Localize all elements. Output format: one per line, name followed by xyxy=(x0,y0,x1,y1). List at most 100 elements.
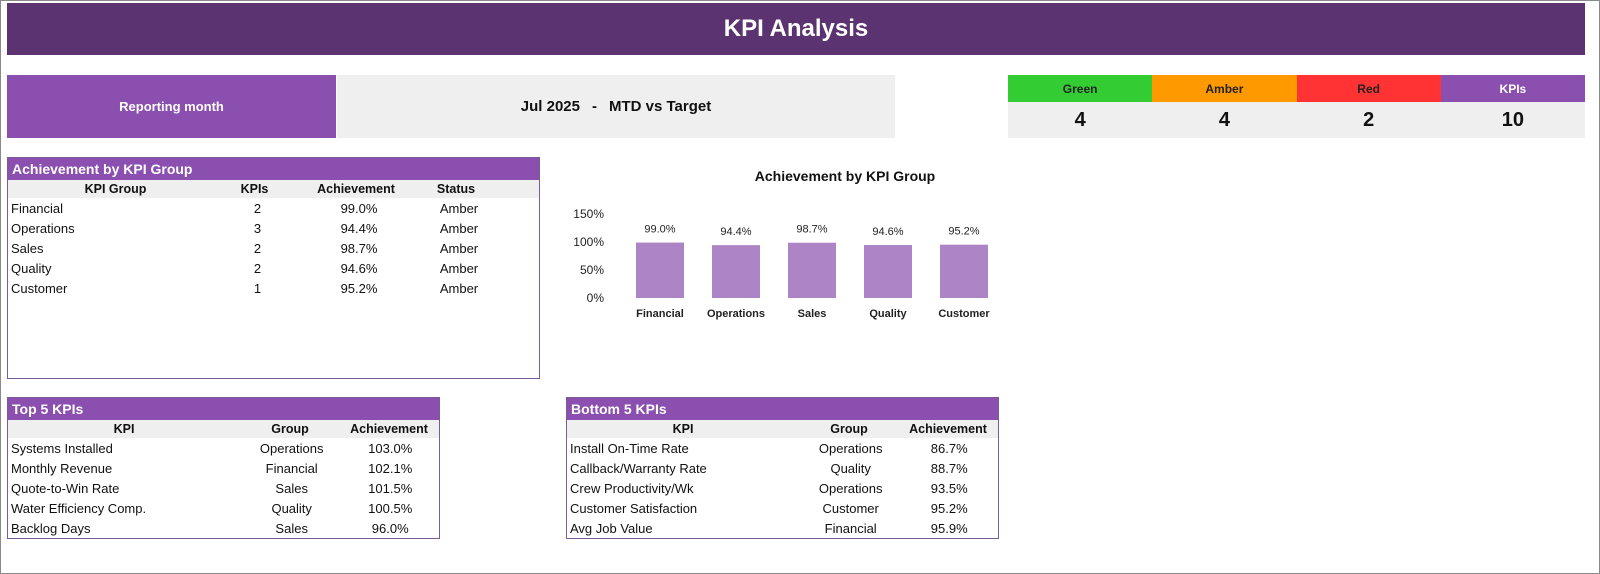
bar-value-label: 95.2% xyxy=(948,226,979,238)
y-tick-label: 150% xyxy=(573,207,604,221)
group-table-row-cell: Operations xyxy=(11,220,75,236)
group-table-row-cell: 2 xyxy=(253,260,262,276)
group-table-row[interactable]: Financial 2 99.0% Amber xyxy=(8,198,539,218)
group-table-row-cell: Quality xyxy=(11,260,52,276)
group-table-row-cell: 2 xyxy=(253,240,262,256)
bottom5-row-cell: Callback/Warranty Rate xyxy=(570,460,707,476)
status-amber-count: 4 xyxy=(1218,108,1230,131)
bottom5-body: Install On-Time Rate Operations 86.7% Callb… xyxy=(567,438,998,538)
top5-row-cell: Sales xyxy=(275,480,308,496)
top5-row-cell: 101.5% xyxy=(368,480,413,496)
top5-title: Top 5 KPIs xyxy=(8,398,439,420)
top5-row-cell: Sales xyxy=(275,520,308,536)
bar-sales[interactable] xyxy=(788,242,836,298)
status-kpis-count: 10 xyxy=(1501,108,1524,131)
group-table-row-cell: 1 xyxy=(253,280,262,296)
bar-operations[interactable] xyxy=(712,245,760,298)
bottom5-row-cell: Operations xyxy=(818,440,883,456)
x-category-label: Operations xyxy=(707,308,765,320)
reporting-separator: - xyxy=(591,98,597,115)
bottom5-row-cell: Install On-Time Rate xyxy=(570,440,689,456)
x-category-label: Sales xyxy=(798,308,827,320)
col-kpi-group: KPI Group xyxy=(84,182,147,196)
y-tick-label: 0% xyxy=(587,291,605,305)
group-table-row-cell: 2 xyxy=(253,200,262,216)
bottom5-row-cell: Crew Productivity/Wk xyxy=(570,480,694,496)
top5-row-cell: Backlog Days xyxy=(11,520,91,536)
top5-row-cell: Operations xyxy=(259,440,324,456)
reporting-month-value[interactable]: Jul 2025 - MTD vs Target xyxy=(337,75,895,138)
reporting-month: Jul 2025 xyxy=(520,98,580,115)
top5-body: Systems Installed Operations 103.0% Monthly… xyxy=(8,438,439,538)
group-table-title: Achievement by KPI Group xyxy=(8,158,539,180)
status-summary: Green Amber Red KPIs 4 4 2 10 xyxy=(1008,75,1585,138)
chart-title: Achievement by KPI Group xyxy=(754,168,936,184)
top5-row[interactable]: Water Efficiency Comp. Quality 100.5% xyxy=(8,498,439,518)
group-table-row[interactable]: Customer 1 95.2% Amber xyxy=(8,278,539,298)
top5-row[interactable]: Quote-to-Win Rate Sales 101.5% xyxy=(8,478,439,498)
bottom5-col-achievement: Achievement xyxy=(909,422,987,436)
status-amber-header: Amber xyxy=(1152,75,1297,102)
group-table-row-cell: Amber xyxy=(439,220,479,236)
group-table-row[interactable]: Operations 3 94.4% Amber xyxy=(8,218,539,238)
top5-panel: Top 5 KPIs KPI Group Achievement Systems… xyxy=(7,397,440,539)
bottom5-row-cell: 93.5% xyxy=(930,480,968,496)
bar-financial[interactable] xyxy=(636,242,684,298)
y-tick-label: 50% xyxy=(580,263,604,277)
col-kpis: KPIs xyxy=(240,182,269,196)
bottom5-row-cell: Customer xyxy=(822,500,879,516)
bottom5-row-cell: Operations xyxy=(818,480,883,496)
bottom5-row-cell: Quality xyxy=(830,460,871,476)
bottom5-row[interactable]: Crew Productivity/Wk Operations 93.5% xyxy=(567,478,998,498)
bottom5-col-kpi: KPI xyxy=(672,422,694,436)
top5-col-group: Group xyxy=(271,422,309,436)
bar-quality[interactable] xyxy=(864,245,912,298)
status-green-count: 4 xyxy=(1074,108,1086,131)
group-table-row-cell: Customer xyxy=(11,280,68,296)
group-table-row-cell: Amber xyxy=(439,280,479,296)
top5-row[interactable]: Monthly Revenue Financial 102.1% xyxy=(8,458,439,478)
top5-col-achievement: Achievement xyxy=(350,422,428,436)
group-table-row-cell: 99.0% xyxy=(340,200,378,216)
group-table-row[interactable]: Sales 2 98.7% Amber xyxy=(8,238,539,258)
bar-customer[interactable] xyxy=(940,244,988,298)
bottom5-row[interactable]: Callback/Warranty Rate Quality 88.7% xyxy=(567,458,998,478)
group-table-row-cell: Amber xyxy=(439,260,479,276)
group-table-row-cell: Sales xyxy=(11,240,44,256)
bottom5-panel: Bottom 5 KPIs KPI Group Achievement Inst… xyxy=(566,397,999,539)
group-table-row-cell: Amber xyxy=(439,200,479,216)
group-achievement-chart: 0% 50% 100% 150% 99.0% Financial 94.4% Operatio… xyxy=(573,207,990,320)
status-red-header: Red xyxy=(1296,75,1441,102)
bottom5-row[interactable]: Avg Job Value Financial 95.9% xyxy=(567,518,998,538)
top5-row-cell: 100.5% xyxy=(368,500,413,516)
top5-row-cell: Systems Installed xyxy=(11,440,113,456)
reporting-mode: MTD vs Target xyxy=(608,98,712,115)
status-green-header: Green xyxy=(1008,75,1153,102)
group-table-row-cell: 3 xyxy=(253,220,262,236)
top5-row-cell: Monthly Revenue xyxy=(11,460,113,476)
col-status: Status xyxy=(436,182,476,196)
bottom5-row-cell: 95.9% xyxy=(930,520,968,536)
top5-row-cell: Financial xyxy=(265,460,318,476)
bar-value-label: 99.0% xyxy=(644,224,675,236)
top5-row[interactable]: Systems Installed Operations 103.0% xyxy=(8,438,439,458)
group-table-row-cell: 95.2% xyxy=(340,280,378,296)
bottom5-header: KPI Group Achievement xyxy=(567,420,998,438)
group-table-row[interactable]: Quality 2 94.6% Amber xyxy=(8,258,539,278)
bottom5-row[interactable]: Install On-Time Rate Operations 86.7% xyxy=(567,438,998,458)
top5-row[interactable]: Backlog Days Sales 96.0% xyxy=(8,518,439,538)
bottom5-row-cell: Avg Job Value xyxy=(570,520,653,536)
top5-col-kpi: KPI xyxy=(113,422,135,436)
page-title: KPI Analysis xyxy=(7,3,1585,55)
group-table-row-cell: Amber xyxy=(439,240,479,256)
y-tick-label: 100% xyxy=(573,235,604,249)
x-category-label: Customer xyxy=(938,308,990,320)
group-table-row-cell: Financial xyxy=(11,200,64,216)
top5-row-cell: 102.1% xyxy=(368,460,413,476)
x-category-label: Financial xyxy=(636,308,684,320)
top5-row-cell: Quality xyxy=(271,500,312,516)
bottom5-row-cell: Financial xyxy=(824,520,877,536)
group-table-panel: Achievement by KPI Group KPI Group KPIs … xyxy=(7,157,540,379)
status-kpis-header: KPIs xyxy=(1440,75,1585,102)
bottom5-row[interactable]: Customer Satisfaction Customer 95.2% xyxy=(567,498,998,518)
